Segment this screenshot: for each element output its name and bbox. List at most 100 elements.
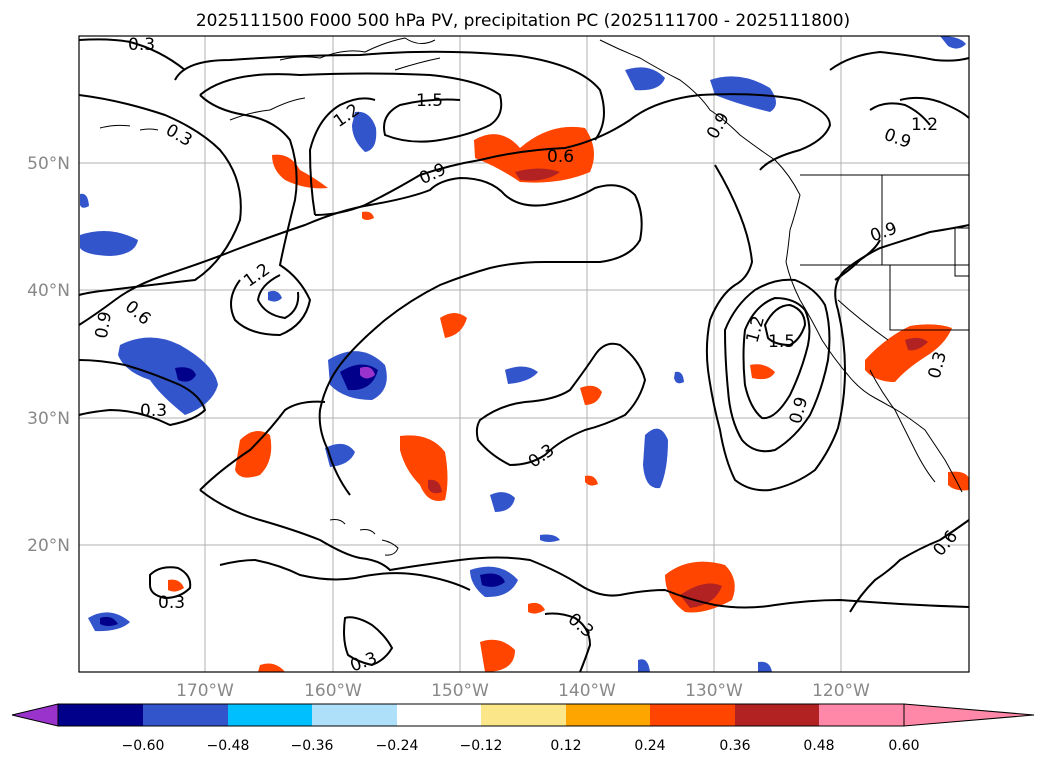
gridlines xyxy=(79,36,969,672)
colorbar-segment xyxy=(735,704,819,726)
contour-label: 0.9 xyxy=(92,310,116,340)
contour-label: 0.3 xyxy=(140,401,167,421)
precip-neg-region xyxy=(268,290,282,302)
precip-neg-region xyxy=(940,36,966,49)
map-background xyxy=(79,36,969,672)
precip-neg-region xyxy=(505,366,538,384)
precip-neg-core xyxy=(100,616,118,626)
precip-pos-region xyxy=(362,211,374,220)
precip-pos-core xyxy=(680,583,722,608)
contour-line xyxy=(849,519,970,613)
colorbar-segment xyxy=(143,704,228,726)
lon-label: 140°W xyxy=(558,681,616,701)
contour-line xyxy=(174,50,605,141)
contour-line xyxy=(314,93,832,216)
contour-label: 0.3 xyxy=(158,593,185,613)
lat-label: 20°N xyxy=(27,536,70,556)
border-states xyxy=(800,175,970,341)
colorbar-segment xyxy=(481,704,566,726)
precip-pos-region xyxy=(585,475,598,486)
contour-label: 1.5 xyxy=(768,332,795,352)
contour-line xyxy=(544,612,592,673)
colorbar-tick-label: 0.48 xyxy=(803,738,834,754)
colorbar-tick-label: 0.12 xyxy=(550,738,581,754)
contour-line xyxy=(723,278,831,453)
contour-line xyxy=(78,38,186,71)
lon-label: 170°W xyxy=(176,681,234,701)
coastline-alaska xyxy=(229,37,441,121)
precip-pos-region xyxy=(750,364,775,380)
colorbar-segment xyxy=(819,704,904,726)
colorbar-segment xyxy=(58,704,143,726)
colorbar-segment xyxy=(397,704,481,726)
coastline-baja xyxy=(869,369,936,483)
contour-line xyxy=(899,96,970,119)
precip-pos-region xyxy=(528,602,545,614)
precip-neg-region xyxy=(674,371,684,384)
lon-label: 120°W xyxy=(812,681,870,701)
contour-line xyxy=(149,566,192,600)
contour-line xyxy=(763,303,807,347)
colorbar-tick-label: 0.60 xyxy=(888,738,919,754)
precip-neg-region xyxy=(352,111,377,152)
colorbar-tick-label: −0.24 xyxy=(376,738,419,754)
precip-pos-core xyxy=(515,168,560,181)
contour-line xyxy=(199,94,312,337)
lat-label: 50°N xyxy=(27,154,70,174)
precip-pos-core xyxy=(905,337,928,351)
precip-neg-region xyxy=(80,231,138,256)
contour-line xyxy=(475,342,647,467)
coastlines xyxy=(99,37,970,556)
lon-label: 160°W xyxy=(304,681,362,701)
colorbar-tick-label: 0.36 xyxy=(719,738,750,754)
precip-pos-region xyxy=(480,639,515,672)
precip-neg-region xyxy=(540,534,560,542)
contour-line xyxy=(78,94,242,296)
lat-label: 40°N xyxy=(27,281,70,301)
colorbar-tick-label: −0.48 xyxy=(207,738,250,754)
colorbar-tick-label: −0.60 xyxy=(122,738,165,754)
colorbar-segment xyxy=(312,704,397,726)
contour-line xyxy=(199,489,970,609)
contour-line xyxy=(219,558,471,591)
precip-pos-region xyxy=(474,126,594,183)
colorbar-tick-label: 0.24 xyxy=(634,738,665,754)
plot-title: 2025111500 F000 500 hPa PV, precipitatio… xyxy=(196,11,850,31)
contour-line xyxy=(199,72,503,143)
contour-line xyxy=(705,164,970,492)
precip-pos-region xyxy=(580,385,602,405)
colorbar-segment xyxy=(650,704,735,726)
precip-neg-core xyxy=(360,366,375,379)
coastline-bc xyxy=(599,39,801,263)
map-frame xyxy=(78,35,970,673)
contour-line xyxy=(869,102,931,126)
contour-label: 1.2 xyxy=(911,115,938,135)
precip-pos-region xyxy=(948,471,969,491)
lon-labels: 170°W 160°W 150°W 140°W 130°W 120°W xyxy=(176,681,870,701)
contour-line xyxy=(78,176,643,496)
precip-pos-region xyxy=(272,154,328,189)
contour-line xyxy=(343,616,394,667)
colorbar-tick-label: −0.12 xyxy=(460,738,503,754)
contour-label: 0.3 xyxy=(128,35,155,55)
contour-label: 0.6 xyxy=(547,147,574,167)
colorbar-extend-left xyxy=(11,703,59,727)
colorbar-tick-label: −0.36 xyxy=(291,738,334,754)
colorbar-ticks: −0.60 −0.48 −0.36 −0.24 −0.12 0.12 0.24 … xyxy=(122,738,920,754)
contour-line xyxy=(742,296,811,420)
colorbar-segment xyxy=(228,704,312,726)
lon-label: 130°W xyxy=(685,681,743,701)
contour-line xyxy=(78,359,207,427)
precip-pos-region xyxy=(440,313,467,338)
contour-line xyxy=(308,97,376,216)
contour-line xyxy=(829,50,970,71)
precip-neg-region xyxy=(643,428,668,489)
precip-neg-core xyxy=(175,367,196,382)
lon-label: 150°W xyxy=(431,681,489,701)
colorbar: −0.60 −0.48 −0.36 −0.24 −0.12 0.12 0.24 … xyxy=(11,703,1035,754)
contour-line xyxy=(199,400,326,491)
precip-neg-region xyxy=(118,337,218,415)
precip-neg-region xyxy=(490,492,515,512)
coastline-us-west xyxy=(785,261,963,493)
precip-pos-region xyxy=(235,431,272,478)
